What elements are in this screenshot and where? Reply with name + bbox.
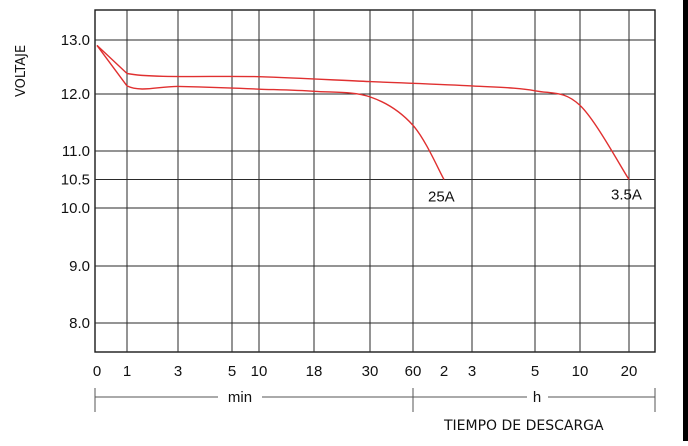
x-tick-label: 1 (123, 363, 131, 380)
grid (95, 10, 655, 352)
plot-frame (95, 10, 655, 352)
y-tick-label: 10.5 (61, 172, 90, 189)
right-border (683, 0, 688, 441)
x-tick-label: 5 (531, 363, 539, 380)
x-tick-label: 60 (405, 363, 422, 380)
series-line-3-5A (97, 45, 629, 179)
y-tick-label: 10.0 (61, 200, 90, 217)
series-lines: 25A 3.5A (97, 45, 642, 205)
x-tick-label: 30 (362, 363, 379, 380)
x-tick-label: 20 (621, 363, 638, 380)
series-label-3-5A: 3.5A (611, 187, 642, 204)
series-line-25A (97, 45, 444, 179)
unit-label-h: h (533, 389, 541, 406)
x-tick-label: 2 (440, 363, 448, 380)
x-tick-label: 18 (306, 363, 323, 380)
y-tick-label: 13.0 (61, 32, 90, 49)
x-tick-label: 5 (228, 363, 236, 380)
unit-label-min: min (228, 389, 252, 406)
y-tick-labels: 13.0 12.0 11.0 10.5 10.0 9.0 8.0 (61, 32, 90, 332)
x-axis-label: TIEMPO DE DESCARGA (444, 418, 604, 434)
x-tick-label: 3 (174, 363, 182, 380)
x-unit-brackets: min h (95, 388, 655, 412)
x-tick-label: 10 (251, 363, 268, 380)
x-tick-labels: 0 1 3 5 10 18 30 60 2 3 5 10 20 (93, 363, 638, 380)
y-tick-label: 9.0 (69, 258, 90, 275)
y-tick-label: 11.0 (62, 143, 90, 160)
y-tick-label: 8.0 (69, 315, 90, 332)
x-tick-label: 0 (93, 363, 101, 380)
series-label-25A: 25A (428, 189, 455, 206)
y-axis-label: VOLTAJE (14, 45, 29, 97)
x-tick-label: 10 (572, 363, 589, 380)
x-tick-label: 3 (468, 363, 476, 380)
y-tick-label: 12.0 (61, 86, 90, 103)
